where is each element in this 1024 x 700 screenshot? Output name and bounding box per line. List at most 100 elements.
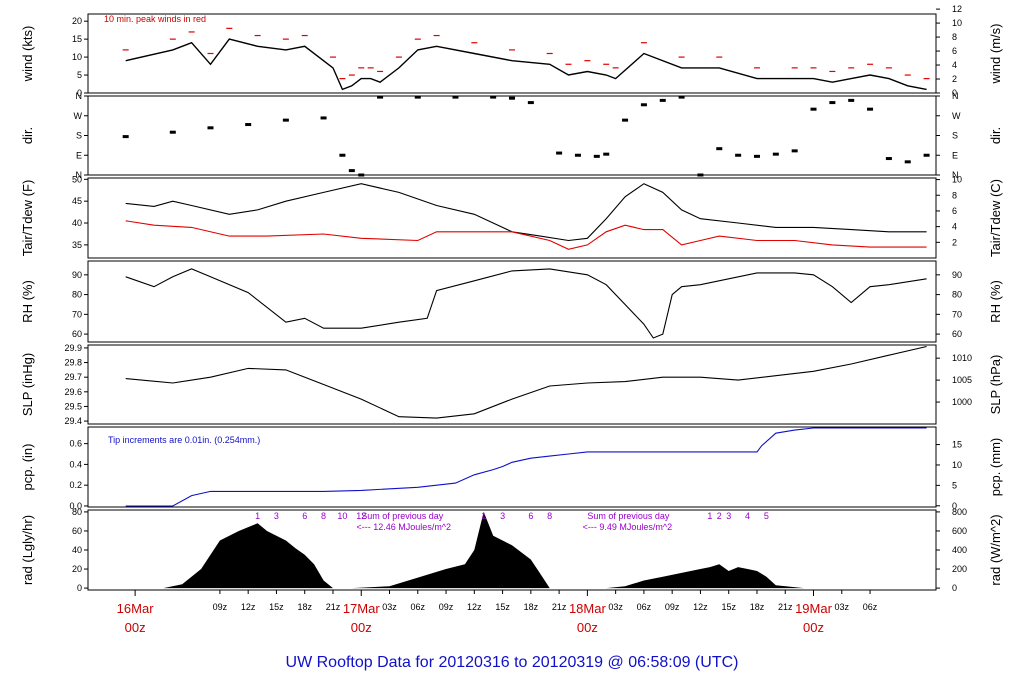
dir-right-tick-label: N (952, 91, 959, 101)
rad-left-tick-label: 20 (72, 564, 82, 574)
dir-point (169, 130, 176, 134)
rad-hour-marker: 12 (356, 511, 366, 521)
dir-point (207, 126, 214, 130)
time-tick-label: 03z (835, 602, 850, 612)
wind-left-tick-label: 5 (77, 70, 82, 80)
rad-hour-marker: 5 (764, 511, 769, 521)
tair_tdew-left-tick-label: 45 (72, 196, 82, 206)
dir-point (527, 101, 534, 105)
dir-point (678, 95, 685, 99)
time-tick-label: 12z (241, 602, 256, 612)
dir-point (358, 173, 365, 177)
dir-point (574, 153, 581, 157)
rad-right-tick-label: 200 (952, 564, 967, 574)
slp-ylabel-left: SLP (inHg) (20, 353, 35, 416)
wind-left-tick-label: 10 (72, 52, 82, 62)
dir-point (622, 118, 629, 122)
wind-right-tick-label: 10 (952, 18, 962, 28)
rad-annotation-line1: Sum of previous day (587, 511, 670, 521)
rad-annotation-line1: Sum of previous day (361, 511, 444, 521)
dir-point (867, 107, 874, 111)
dir-point (282, 118, 289, 122)
wind-right-tick-label: 12 (952, 4, 962, 14)
rad-annotation-line2: <--- 9.49 MJoules/m^2 (583, 522, 673, 532)
rad-ylabel-right: rad (W/m^2) (988, 514, 1003, 585)
time-tick-label: 18z (524, 602, 539, 612)
wind-annotation: 10 min. peak winds in red (104, 14, 206, 24)
dir-point (640, 103, 647, 107)
day-label-hour: 00z (351, 620, 372, 635)
slp-left-tick-label: 29.7 (64, 372, 82, 382)
day-label-hour: 00z (125, 620, 146, 635)
day-label: 19Mar (795, 601, 833, 616)
dir-point (697, 173, 704, 177)
tair_tdew-right-tick-label: 8 (952, 190, 957, 200)
chart-title: UW Rooftop Data for 20120316 to 20120319… (286, 654, 739, 671)
slp-frame (87, 344, 937, 425)
day-label-hour: 00z (577, 620, 598, 635)
dir-point (716, 147, 723, 151)
time-tick-label: 21z (778, 602, 793, 612)
slp-left-tick-label: 29.9 (64, 343, 82, 353)
dir-left-tick-label: E (76, 150, 82, 160)
rh-series-line (125, 268, 927, 339)
dir-point (885, 157, 892, 161)
rad-left-tick-label: 0 (77, 583, 82, 593)
dir-right-tick-label: S (952, 131, 958, 141)
dir-left-tick-label: N (76, 170, 83, 180)
day-label-hour: 00z (803, 620, 824, 635)
dir-point (810, 107, 817, 111)
pcp-right-tick-label: 15 (952, 440, 962, 450)
pcp-right-tick-label: 5 (952, 480, 957, 490)
dir-left-tick-label: W (74, 111, 83, 121)
rad-hour-marker: 3 (726, 511, 731, 521)
rad-hour-marker: 1 (707, 511, 712, 521)
tair-series-line (125, 183, 927, 242)
dir-point (414, 95, 421, 99)
time-tick-label: 21z (326, 602, 341, 612)
tair_tdew-right-tick-label: 2 (952, 237, 957, 247)
time-tick-label: 21z (552, 602, 567, 612)
dir-point (452, 95, 459, 99)
rad-hour-marker: 4 (745, 511, 750, 521)
slp-right-tick-label: 1010 (952, 353, 972, 363)
time-tick-label: 03z (382, 602, 397, 612)
pcp-left-tick-label: 0.4 (69, 459, 82, 469)
time-tick-label: 18z (297, 602, 312, 612)
dir-point (753, 154, 760, 158)
dir-point (122, 135, 129, 139)
dir-point (772, 152, 779, 156)
rad-left-tick-label: 60 (72, 526, 82, 536)
rh-right-tick-label: 60 (952, 329, 962, 339)
dir-right-tick-label: N (952, 170, 959, 180)
rad-annotation-line2: <--- 12.46 MJoules/m^2 (357, 522, 452, 532)
rh-left-tick-label: 70 (72, 309, 82, 319)
dir-right-tick-label: E (952, 150, 958, 160)
dir-point (556, 151, 563, 155)
dir-point (923, 153, 930, 157)
rad-left-tick-label: 80 (72, 507, 82, 517)
pcp-series-line (125, 427, 927, 507)
dir-point (339, 153, 346, 157)
pcp-left-tick-label: 0.2 (69, 480, 82, 490)
rad-right-tick-label: 800 (952, 507, 967, 517)
wind-right-tick-label: 0 (952, 88, 957, 98)
tair_tdew-right-tick-label: 6 (952, 206, 957, 216)
wind-series-line (125, 38, 927, 91)
rad-hour-marker: 3 (274, 511, 279, 521)
wind-right-tick-label: 4 (952, 60, 957, 70)
dir-point (829, 101, 836, 105)
pcp-annotation: Tip increments are 0.01in. (0.254mm.) (108, 435, 260, 445)
time-tick-label: 15z (269, 602, 284, 612)
rad-hour-marker: 10 (337, 511, 347, 521)
time-tick-label: 09z (665, 602, 680, 612)
day-label: 18Mar (569, 601, 607, 616)
dir-point (377, 95, 384, 99)
wind-right-tick-label: 6 (952, 46, 957, 56)
time-tick-label: 12z (467, 602, 482, 612)
dir-point (490, 95, 497, 99)
wind-left-tick-label: 15 (72, 34, 82, 44)
dir-left-tick-label: S (76, 131, 82, 141)
dir-point (904, 160, 911, 164)
day-label: 17Mar (343, 601, 381, 616)
